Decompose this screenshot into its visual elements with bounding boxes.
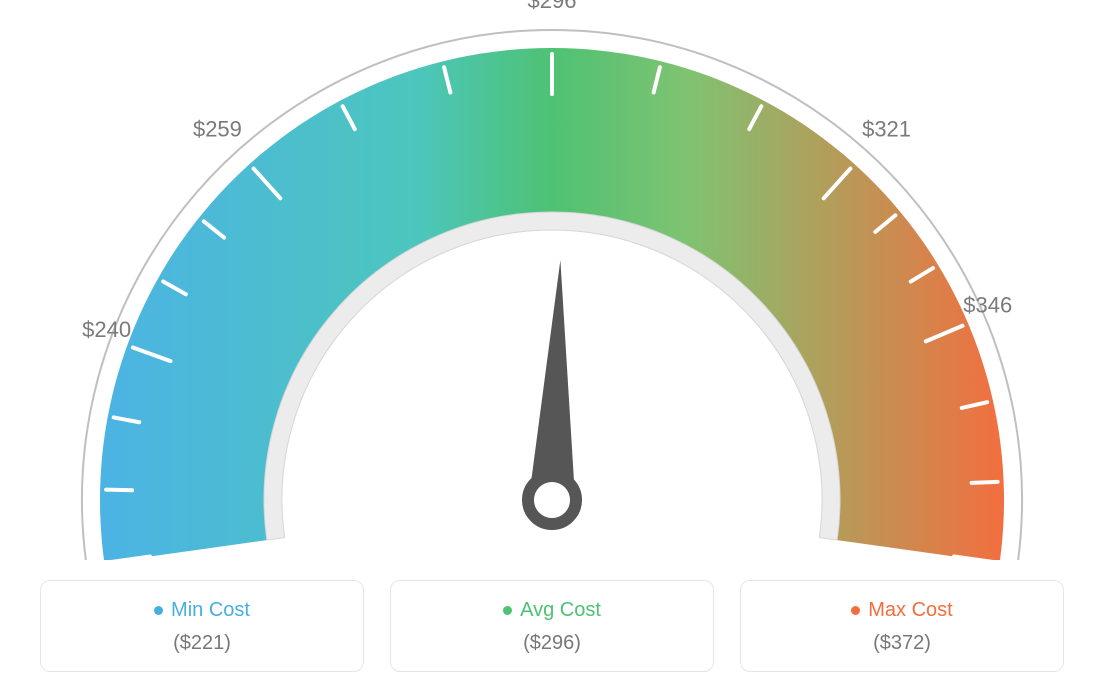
gauge-tick-label: $259 <box>193 116 242 141</box>
legend-dot-avg <box>503 606 512 615</box>
gauge-tick-label: $346 <box>963 293 1012 318</box>
cost-gauge-infographic: $221 $240 $259 $296 $321 $346 $372 Min Cost ($… <box>0 0 1104 690</box>
gauge-tick <box>106 490 132 491</box>
gauge-tick-label: $321 <box>862 116 911 141</box>
gauge-tick-label: $240 <box>82 317 131 342</box>
legend-value-avg: ($296) <box>401 632 703 655</box>
legend-card-avg: Avg Cost ($296) <box>390 580 714 672</box>
gauge-needle <box>528 260 575 505</box>
legend-value-min: ($221) <box>51 632 353 655</box>
gauge-svg: $221 $240 $259 $296 $321 $346 $372 <box>0 0 1104 560</box>
gauge-needle-hub <box>528 476 576 524</box>
legend-dot-min <box>154 606 163 615</box>
gauge-tick-label: $296 <box>528 0 577 13</box>
legend-title-max: Max Cost <box>851 599 952 622</box>
legend-title-avg: Avg Cost <box>503 599 601 622</box>
legend-card-min: Min Cost ($221) <box>40 580 364 672</box>
gauge-tick-label: $372 <box>998 558 1047 560</box>
gauge-tick <box>972 482 998 483</box>
legend-row: Min Cost ($221) Avg Cost ($296) Max Cost… <box>0 580 1104 672</box>
legend-title-min: Min Cost <box>154 599 250 622</box>
legend-title-max-text: Max Cost <box>868 599 952 622</box>
gauge-tick-label: $221 <box>57 558 106 560</box>
gauge-chart: $221 $240 $259 $296 $321 $346 $372 <box>0 0 1104 560</box>
legend-value-max: ($372) <box>751 632 1053 655</box>
legend-title-min-text: Min Cost <box>171 599 250 622</box>
legend-title-avg-text: Avg Cost <box>520 599 601 622</box>
legend-dot-max <box>851 606 860 615</box>
legend-card-max: Max Cost ($372) <box>740 580 1064 672</box>
